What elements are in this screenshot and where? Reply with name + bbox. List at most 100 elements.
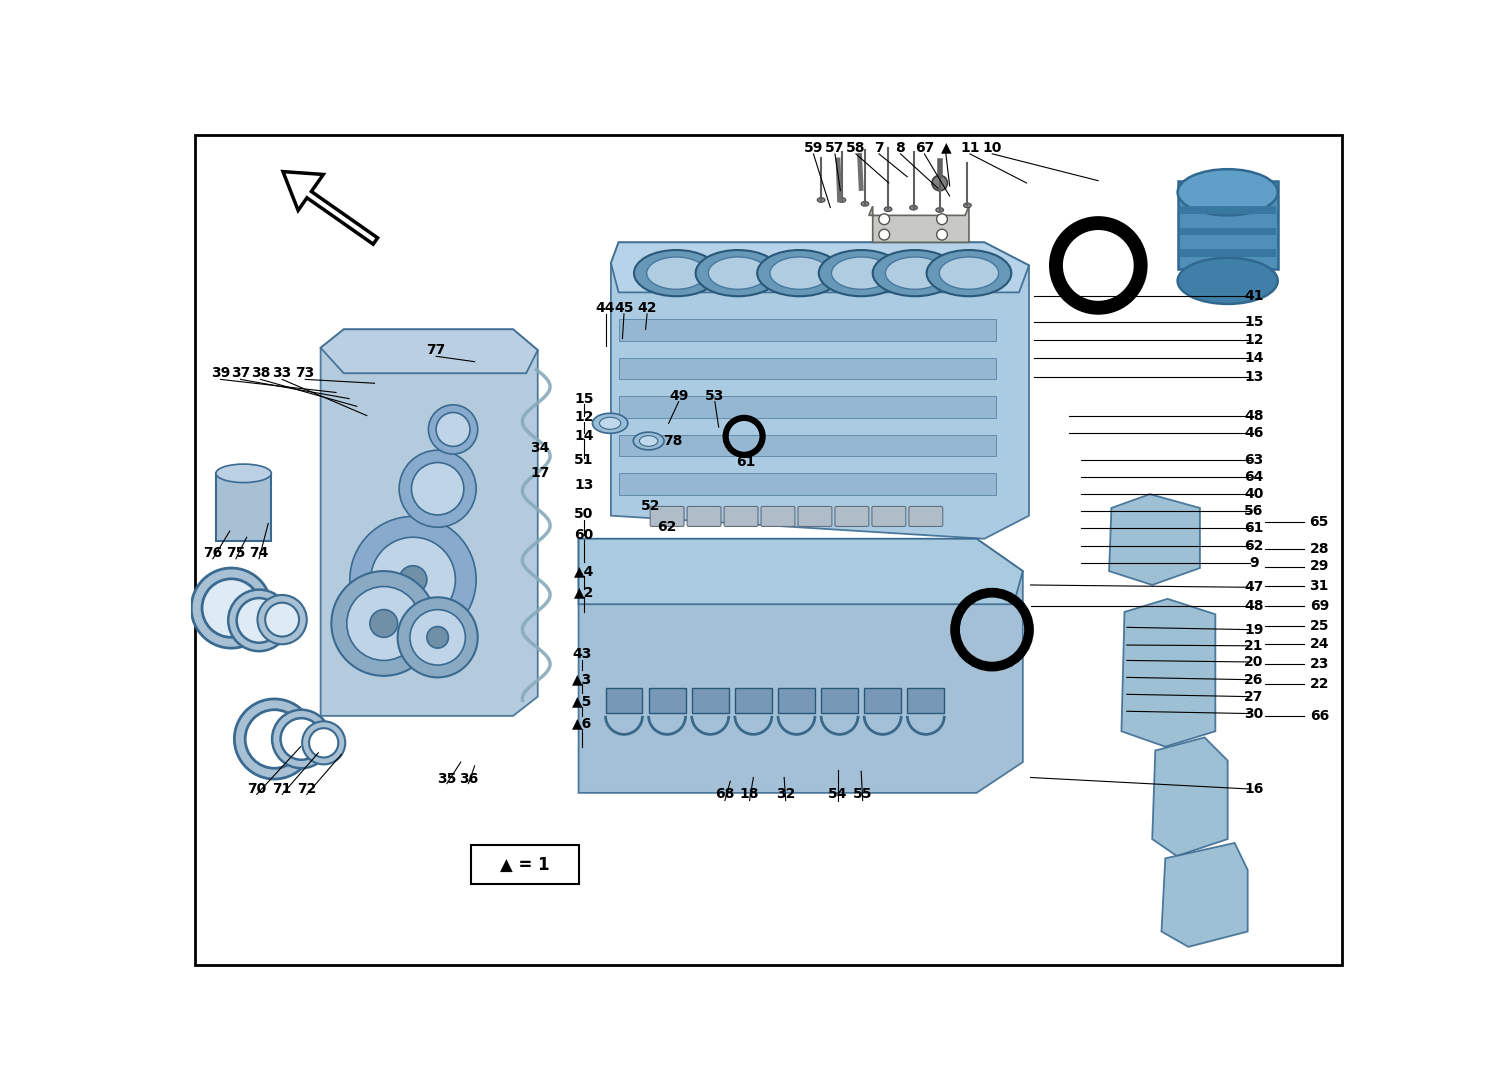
Text: 78: 78 [663, 435, 682, 448]
Text: 48: 48 [1244, 599, 1263, 613]
Bar [1179, 249, 1276, 257]
FancyBboxPatch shape [650, 506, 684, 526]
Circle shape [234, 699, 315, 779]
Text: 64: 64 [1244, 470, 1263, 485]
Text: 75: 75 [226, 546, 246, 560]
Text: ▲6: ▲6 [573, 717, 592, 731]
Text: 28: 28 [1310, 542, 1329, 555]
Text: 19: 19 [1244, 623, 1263, 637]
Circle shape [228, 589, 290, 651]
Text: 15: 15 [1244, 315, 1263, 329]
Text: 56: 56 [1244, 504, 1263, 518]
Circle shape [192, 568, 272, 648]
Text: 36: 36 [459, 772, 478, 786]
Text: 23: 23 [1310, 658, 1329, 671]
Bar [471, 845, 579, 884]
Circle shape [302, 721, 345, 764]
Polygon shape [321, 329, 537, 374]
Ellipse shape [885, 257, 945, 290]
Polygon shape [579, 539, 1023, 793]
Bar [618, 358, 996, 379]
Text: 49: 49 [669, 390, 688, 403]
Text: 44: 44 [596, 301, 615, 315]
FancyBboxPatch shape [724, 506, 758, 526]
Text: 59: 59 [804, 140, 824, 155]
Polygon shape [1108, 494, 1200, 585]
FancyBboxPatch shape [909, 506, 944, 526]
Text: 32: 32 [776, 787, 795, 802]
Polygon shape [610, 243, 1029, 292]
Bar [692, 688, 729, 713]
Ellipse shape [819, 250, 903, 296]
Ellipse shape [909, 206, 918, 210]
Circle shape [350, 516, 476, 643]
Circle shape [370, 610, 398, 637]
Text: 37: 37 [231, 366, 251, 380]
Circle shape [332, 571, 436, 676]
Text: ▲ = 1: ▲ = 1 [500, 856, 549, 873]
Text: 18: 18 [740, 787, 759, 802]
Polygon shape [284, 172, 378, 244]
Text: 57: 57 [825, 140, 844, 155]
Ellipse shape [1178, 258, 1278, 304]
Bar [908, 688, 945, 713]
Ellipse shape [696, 250, 780, 296]
Ellipse shape [939, 257, 999, 290]
Ellipse shape [600, 417, 621, 429]
Ellipse shape [770, 257, 830, 290]
Text: ▲: ▲ [940, 140, 951, 155]
Ellipse shape [885, 207, 892, 211]
Circle shape [427, 626, 448, 648]
Ellipse shape [818, 198, 825, 203]
Bar [1178, 181, 1278, 269]
Circle shape [346, 587, 420, 660]
Text: 67: 67 [915, 140, 934, 155]
Ellipse shape [873, 250, 957, 296]
Bar [216, 474, 272, 541]
Ellipse shape [216, 464, 272, 482]
Polygon shape [1161, 843, 1248, 946]
Text: ▲2: ▲2 [574, 586, 594, 600]
Circle shape [363, 600, 404, 639]
Text: 42: 42 [638, 301, 657, 315]
Text: 33: 33 [273, 366, 291, 380]
Text: 22: 22 [1310, 677, 1329, 692]
Text: 38: 38 [251, 366, 270, 380]
Text: ▲4: ▲4 [574, 564, 594, 578]
Text: 48: 48 [1244, 408, 1263, 423]
Text: 50: 50 [574, 507, 594, 522]
Circle shape [258, 595, 306, 645]
Text: 45: 45 [614, 301, 633, 315]
Text: 58: 58 [846, 140, 865, 155]
Text: 16: 16 [1244, 782, 1263, 796]
Text: 63: 63 [1244, 453, 1263, 467]
Ellipse shape [936, 208, 944, 212]
Text: 61: 61 [736, 455, 756, 468]
Bar [618, 474, 996, 494]
Circle shape [936, 230, 948, 240]
Text: 60: 60 [574, 528, 594, 542]
Text: 66: 66 [1310, 709, 1329, 723]
Ellipse shape [831, 257, 891, 290]
Text: 31: 31 [1310, 578, 1329, 592]
Circle shape [354, 590, 413, 649]
Text: 13: 13 [574, 478, 594, 492]
Circle shape [399, 450, 476, 527]
Circle shape [879, 213, 890, 224]
Text: 17: 17 [531, 466, 549, 480]
Circle shape [266, 602, 298, 637]
Text: 62: 62 [1244, 539, 1263, 553]
Text: 47: 47 [1244, 580, 1263, 595]
Ellipse shape [758, 250, 842, 296]
Text: 71: 71 [273, 782, 292, 796]
Text: 24: 24 [1310, 637, 1329, 651]
Bar [648, 688, 686, 713]
Circle shape [370, 537, 456, 622]
Text: 21: 21 [1244, 639, 1263, 652]
Polygon shape [579, 539, 1023, 604]
Ellipse shape [708, 257, 768, 290]
Circle shape [398, 597, 477, 677]
Polygon shape [1152, 737, 1227, 856]
FancyBboxPatch shape [687, 506, 722, 526]
Text: 30: 30 [1244, 707, 1263, 721]
